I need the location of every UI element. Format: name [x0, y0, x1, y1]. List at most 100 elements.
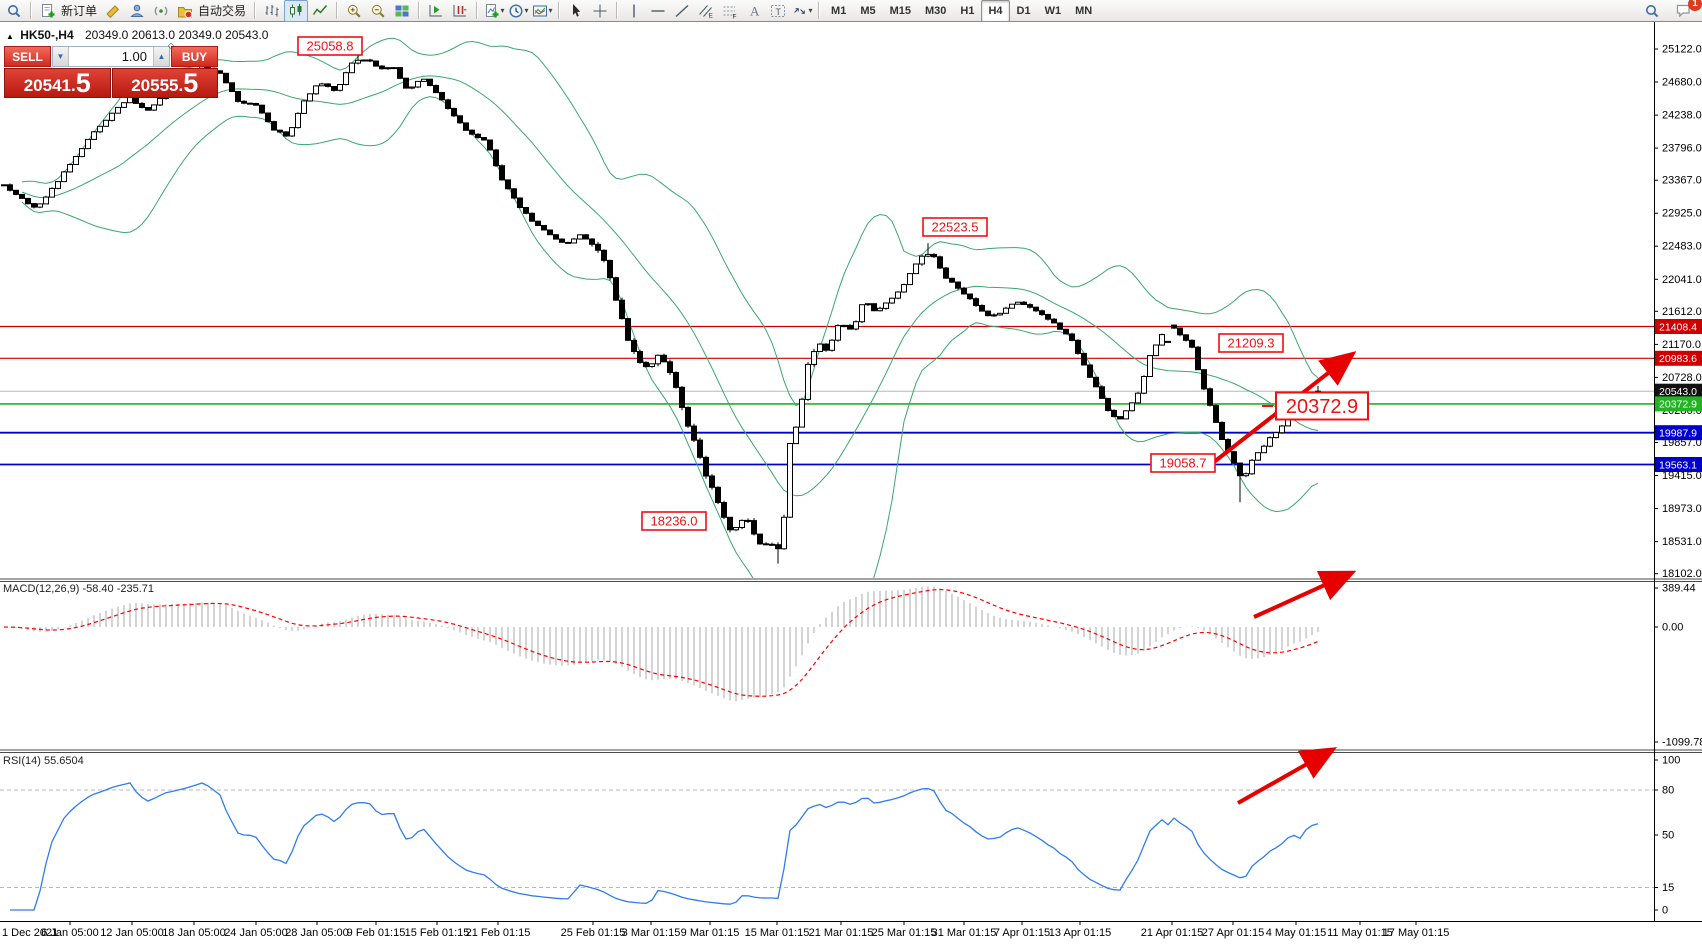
add-indicator-button[interactable]: ▾ [482, 0, 506, 22]
trendline-tool-button[interactable] [670, 0, 694, 22]
candle [691, 425, 697, 441]
candle [85, 138, 91, 150]
crosshair-tool-icon [593, 4, 607, 17]
trend-arrow[interactable] [1253, 570, 1357, 619]
auto-trading-label[interactable]: 自动交易 [198, 4, 247, 18]
price-tag-label: 19987.9 [1659, 428, 1697, 440]
candle [1117, 416, 1123, 420]
price-annotation-box[interactable] [297, 36, 363, 56]
dropdown-caret-icon[interactable]: ▾ [548, 6, 553, 15]
chat-button[interactable]: 1 [1672, 0, 1702, 22]
auto-scroll-button[interactable] [424, 0, 448, 22]
cursor-tool-button[interactable] [564, 0, 588, 22]
price-annotation-box[interactable] [641, 511, 707, 531]
candle [1129, 402, 1135, 412]
price-annotation-box[interactable] [922, 217, 988, 237]
templates-button[interactable]: ▾ [530, 0, 554, 22]
fibonacci-tool-icon: F [723, 6, 737, 19]
search-left-button[interactable] [2, 0, 26, 22]
sell-price[interactable]: 20541. 5 [4, 68, 111, 98]
buy-price[interactable]: 20555. 5 [111, 68, 218, 98]
candle [403, 77, 409, 89]
zoom-out-button[interactable] [366, 0, 390, 22]
periods-button[interactable]: ▾ [506, 0, 530, 22]
price-tag [1655, 319, 1702, 334]
timeframe-h1-button[interactable]: H1 [960, 4, 975, 17]
highlighter-button[interactable] [101, 0, 125, 22]
timeframe-m15-button[interactable]: M15 [889, 4, 911, 17]
candle [61, 171, 67, 183]
main-price-pane[interactable] [0, 37, 1654, 628]
chart-shift-button[interactable] [448, 0, 472, 22]
candle [289, 127, 295, 137]
timeframe-w1-button[interactable]: W1 [1044, 4, 1062, 17]
candle [133, 96, 139, 104]
arrows-tool-button[interactable]: ▾ [790, 0, 814, 22]
signals-button[interactable] [149, 0, 173, 22]
candlestick-mode-button[interactable] [284, 0, 309, 22]
text-tool-button[interactable]: A [742, 0, 766, 22]
candle [1183, 334, 1189, 341]
text-tool-icon: A [750, 3, 760, 18]
candle [1105, 397, 1111, 411]
price-annotation-label: 25058.8 [307, 39, 354, 54]
dropdown-caret-icon[interactable]: ▾ [524, 6, 529, 15]
candle [1123, 410, 1129, 420]
tile-windows-button[interactable] [390, 0, 414, 22]
timeframe-mn-button[interactable]: MN [1075, 4, 1093, 17]
time-axis-label: 21 Mar 01:15 [809, 927, 874, 939]
price-annotation-box[interactable] [1218, 333, 1284, 353]
candle [487, 139, 493, 151]
horizontal-line-tool-button[interactable] [646, 0, 670, 22]
candle [829, 339, 835, 351]
signals-icon [154, 6, 168, 15]
time-axis-label: 15 Mar 01:15 [745, 927, 810, 939]
trend-arrow[interactable] [1237, 747, 1337, 805]
timeframe-m1-button[interactable]: M1 [831, 4, 847, 17]
candle [937, 256, 943, 269]
candle [505, 179, 511, 190]
candle [979, 305, 985, 312]
timeframe-d1-button[interactable]: D1 [1016, 4, 1031, 17]
rsi-pane[interactable] [0, 782, 1654, 911]
price-annotation-box[interactable] [1150, 453, 1216, 473]
macd-pane[interactable] [3, 586, 1319, 702]
new-order-button[interactable] [36, 0, 60, 22]
channel-tool-button[interactable]: E [694, 0, 718, 22]
crosshair-tool-button[interactable] [588, 0, 612, 22]
fibonacci-tool-button[interactable]: F [718, 0, 742, 22]
dropdown-caret-icon[interactable]: ▾ [808, 6, 813, 15]
candle [1189, 339, 1195, 348]
timeframe-h4-button[interactable]: H4 [981, 0, 1010, 22]
candle [595, 243, 601, 251]
timeframe-m5-button[interactable]: M5 [860, 4, 876, 17]
search-button[interactable] [1640, 0, 1664, 22]
volume-decrease-button[interactable]: ▼ [53, 47, 69, 66]
auto-trading-button[interactable] [173, 0, 197, 22]
svg-text:A: A [750, 3, 760, 18]
buy-price-big: 5 [183, 68, 199, 98]
dropdown-caret-icon[interactable]: ▾ [500, 6, 505, 15]
candle [1249, 459, 1255, 475]
price-tag [1655, 383, 1702, 399]
zoom-in-button[interactable] [342, 0, 366, 22]
buy-button[interactable]: BUY [171, 46, 218, 67]
line-chart-mode-button[interactable] [308, 0, 332, 22]
sell-button[interactable]: SELL [4, 46, 51, 67]
candle [973, 298, 979, 307]
bar-chart-mode-button[interactable] [260, 0, 284, 22]
candle [607, 259, 613, 279]
new-order-label[interactable]: 新订单 [61, 4, 98, 18]
time-axis-label: 13 Apr 01:15 [1049, 927, 1111, 939]
volume-increase-button[interactable]: ▲ [153, 47, 169, 66]
timeframe-m30-button[interactable]: M30 [925, 4, 947, 17]
vertical-line-tool-button[interactable] [622, 0, 646, 22]
price-annotation-box[interactable] [1275, 391, 1369, 421]
volume-input[interactable]: 1.00 [121, 49, 147, 64]
label-tool-button[interactable]: T [766, 0, 790, 22]
candle [655, 354, 661, 365]
profile-button[interactable] [125, 0, 149, 22]
horizontal-line-tool-icon [651, 9, 665, 12]
